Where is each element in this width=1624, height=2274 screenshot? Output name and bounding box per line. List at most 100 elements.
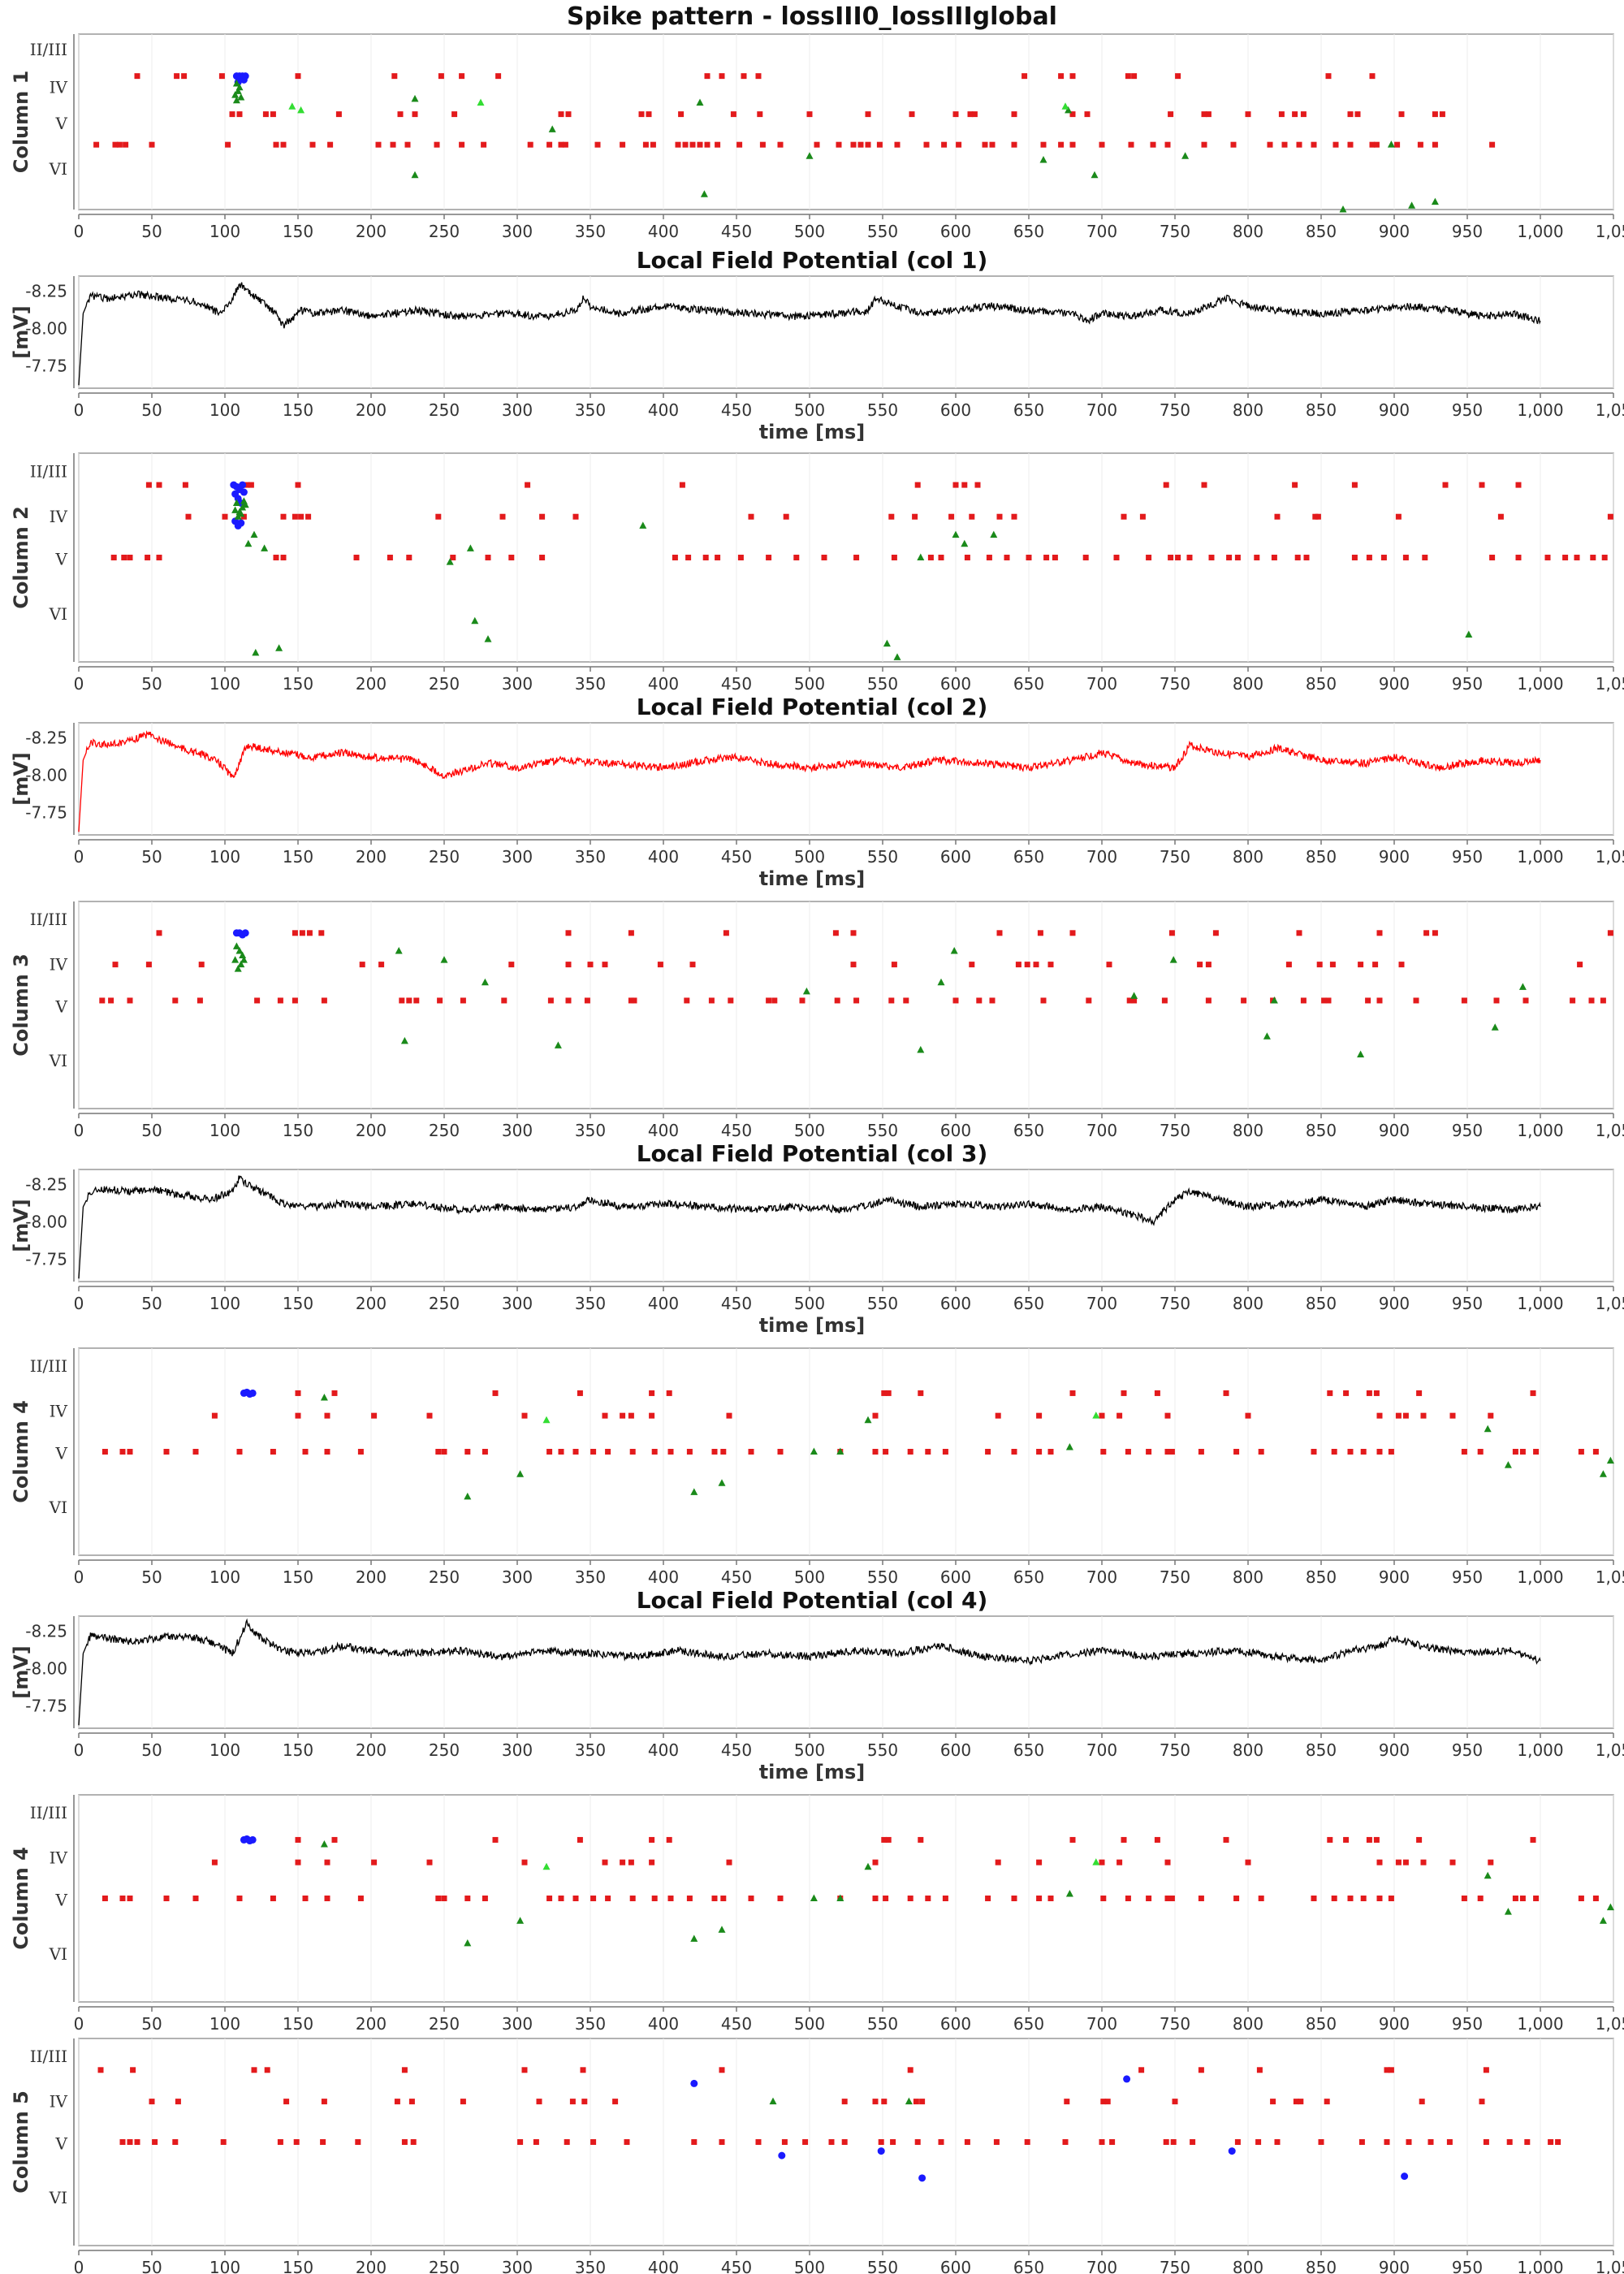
x-tick-label: 1,000 [1517, 1740, 1563, 1760]
spike-square [295, 1859, 301, 1865]
x-tick-label: 250 [429, 1740, 460, 1760]
spike-square [857, 141, 864, 148]
x-tick-label: 100 [209, 400, 240, 420]
spike-square [1278, 111, 1285, 118]
spike-square [1197, 962, 1203, 968]
spike-square [821, 555, 827, 560]
spike-square [1358, 2139, 1365, 2145]
spike-triangle [516, 1470, 525, 1477]
spike-square [1258, 1896, 1264, 1901]
lfp-panel-2: 0 50 100 150 200 250 300 350 400 450 500 550 600 650 7… [10, 247, 1624, 443]
spike-square [628, 1859, 634, 1865]
spike-square [1366, 1836, 1372, 1843]
spike-triangle [240, 956, 248, 963]
y-tick-label: II/III [30, 1803, 67, 1822]
spike-panel-3: 0 50 100 150 200 250 300 350 400 450 500 550 600 650 7… [10, 452, 1624, 694]
spike-triangle [1465, 630, 1473, 638]
x-tick-label: 350 [575, 674, 606, 694]
spike-square [1233, 1449, 1240, 1455]
spike-square [280, 555, 287, 560]
spike-square [156, 482, 162, 488]
y-tick-label: IV [50, 1402, 68, 1421]
spike-square [1488, 1859, 1494, 1865]
spike-square [1201, 141, 1207, 148]
spike-square [1351, 555, 1358, 560]
x-tick-label: 900 [1379, 2014, 1410, 2034]
spike-square [357, 1896, 364, 1901]
x-tick-label: 1,000 [1517, 674, 1563, 694]
spike-square [927, 555, 934, 560]
x-tick-label: 650 [1013, 1567, 1044, 1587]
spike-triangle [395, 946, 403, 954]
spike-square [723, 930, 729, 936]
x-tick-label: 450 [721, 1121, 752, 1140]
spike-square [539, 555, 546, 560]
spike-triangle [237, 93, 245, 101]
spike-square [324, 1859, 330, 1865]
spike-square [565, 930, 572, 936]
spike-square [1331, 1896, 1337, 1901]
spike-square [996, 513, 1003, 520]
spike-square [525, 482, 531, 488]
x-tick-label: 250 [429, 674, 460, 694]
spike-triangle [411, 94, 419, 102]
spike-triangle [917, 553, 925, 560]
spike-square [492, 1390, 499, 1396]
spike-square [236, 1449, 243, 1455]
spike-square [378, 962, 385, 968]
spike-square [1099, 141, 1105, 148]
spike-triangle [1270, 996, 1278, 1004]
spike-triangle [239, 951, 247, 959]
spike-square [102, 1896, 108, 1901]
spike-triangle [1504, 1461, 1512, 1468]
spike-square [211, 1412, 218, 1419]
spike-square [145, 482, 152, 488]
spike-square [956, 141, 962, 148]
spike-square [371, 1412, 378, 1419]
spike-square [580, 2067, 586, 2073]
spike-square [1036, 1859, 1043, 1865]
spike-square [1190, 2139, 1196, 2145]
spike-square [1223, 1836, 1229, 1843]
spike-square [1601, 555, 1608, 560]
x-tick-label: 800 [1233, 400, 1263, 420]
spike-square [482, 1449, 488, 1455]
spike-square [590, 2139, 597, 2145]
spike-square [881, 1390, 888, 1396]
spike-square [198, 962, 205, 968]
spike-square [1515, 482, 1522, 488]
spike-square [952, 482, 959, 488]
x-tick-label: 850 [1306, 400, 1337, 420]
spike-square [441, 1449, 447, 1455]
spike-square [689, 141, 696, 148]
spike-square [602, 1859, 608, 1865]
spike-square [1121, 513, 1127, 520]
spike-square [1477, 1896, 1484, 1901]
spike-square [371, 1859, 378, 1865]
spike-square [667, 1896, 674, 1901]
spike-square [1205, 997, 1212, 1004]
spike-square [964, 555, 970, 560]
spike-square [594, 141, 601, 148]
y-tick-label: V [55, 1444, 68, 1463]
spike-panel-5: 0 50 100 150 200 250 300 350 400 450 500 550 600 650 7… [10, 901, 1624, 1140]
spike-square [434, 141, 440, 148]
spike-square [127, 1896, 133, 1901]
y-tick-label: -7.75 [25, 802, 67, 822]
y-axis-label: Column 3 [10, 953, 32, 1057]
spike-square [1121, 1836, 1127, 1843]
spike-square [464, 1449, 471, 1455]
spike-square [327, 141, 334, 148]
y-tick-label: IV [50, 507, 68, 526]
spike-square [1168, 555, 1174, 560]
spike-square [112, 141, 119, 148]
spike-square [881, 1836, 888, 1843]
x-tick-label: 200 [356, 1294, 387, 1313]
x-tick-label: 600 [940, 1121, 971, 1140]
spike-square [885, 1390, 892, 1396]
spike-dot [778, 2151, 786, 2159]
spike-square [1069, 1390, 1076, 1396]
spike-square [1570, 997, 1576, 1004]
plot-frame [78, 33, 1614, 210]
spike-square [907, 1449, 914, 1455]
